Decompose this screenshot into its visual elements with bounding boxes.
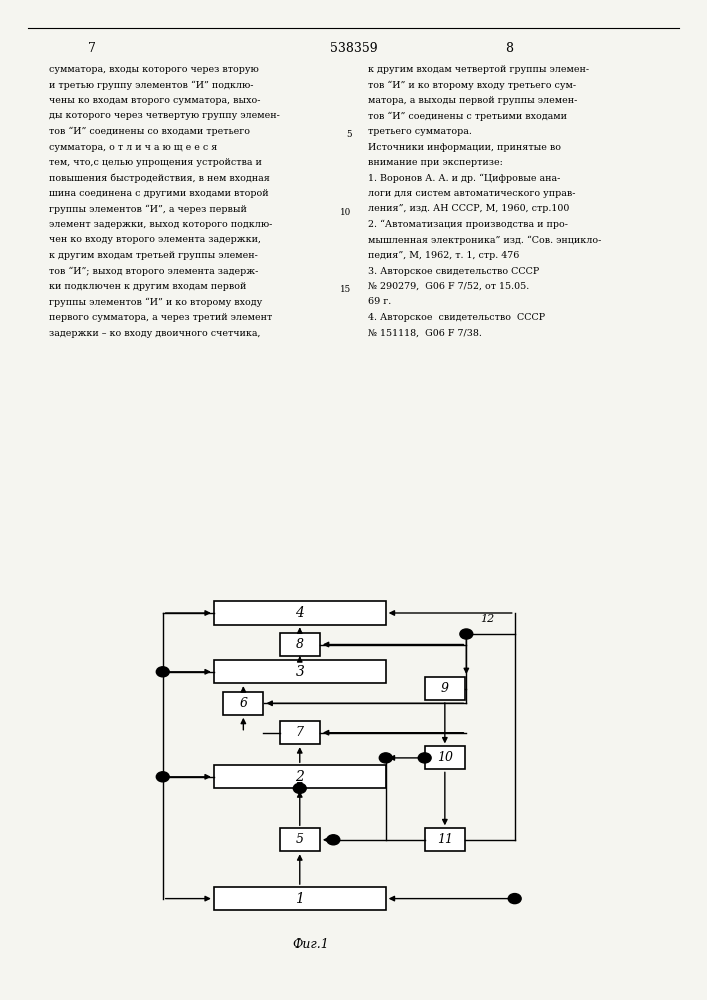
Text: тов “И” соединены с третьими входами: тов “И” соединены с третьими входами xyxy=(368,111,566,121)
Bar xyxy=(223,692,264,715)
Text: 5: 5 xyxy=(346,130,351,139)
Text: к другим входам третьей группы элемен-: к другим входам третьей группы элемен- xyxy=(49,251,258,260)
Circle shape xyxy=(379,753,392,763)
Bar xyxy=(280,721,320,744)
Text: группы элементов “И”, а через первый: группы элементов “И”, а через первый xyxy=(49,204,247,214)
Bar xyxy=(214,765,386,788)
Text: первого сумматора, а через третий элемент: первого сумматора, а через третий элемен… xyxy=(49,313,273,322)
Text: 11: 11 xyxy=(437,833,453,846)
Text: 10: 10 xyxy=(437,751,453,764)
Text: 7: 7 xyxy=(296,726,304,739)
Text: чен ко входу второго элемента задержки,: чен ко входу второго элемента задержки, xyxy=(49,235,262,244)
Bar xyxy=(425,746,465,769)
Text: 9: 9 xyxy=(441,682,449,695)
Text: 5: 5 xyxy=(296,833,304,846)
Circle shape xyxy=(327,835,340,845)
Text: тем, что,с целью упрощения устройства и: тем, что,с целью упрощения устройства и xyxy=(49,158,262,167)
Text: 15: 15 xyxy=(340,285,351,294)
Circle shape xyxy=(460,629,473,639)
Text: Источники информации, принятые во: Источники информации, принятые во xyxy=(368,142,561,151)
Text: 6: 6 xyxy=(240,697,247,710)
Text: 3. Авторское свидетельство СССР: 3. Авторское свидетельство СССР xyxy=(368,266,539,275)
Text: № 290279,  G06 F 7/52, от 15.05.: № 290279, G06 F 7/52, от 15.05. xyxy=(368,282,529,291)
Text: тов “И” и ко второму входу третьего сум-: тов “И” и ко второму входу третьего сум- xyxy=(368,80,575,90)
Text: № 151118,  G06 F 7/38.: № 151118, G06 F 7/38. xyxy=(368,328,481,338)
Circle shape xyxy=(293,783,306,793)
Text: 7: 7 xyxy=(88,42,96,55)
Text: матора, а выходы первой группы элемен-: матора, а выходы первой группы элемен- xyxy=(368,96,577,105)
Text: внимание при экспертизе:: внимание при экспертизе: xyxy=(368,158,503,167)
Text: 1. Воронов А. А. и др. “Цифровые ана-: 1. Воронов А. А. и др. “Цифровые ана- xyxy=(368,174,560,183)
Text: 8: 8 xyxy=(296,638,304,651)
Text: к другим входам четвертой группы элемен-: к другим входам четвертой группы элемен- xyxy=(368,65,589,74)
Bar xyxy=(214,601,386,625)
Circle shape xyxy=(156,667,169,677)
Bar xyxy=(280,633,320,656)
Text: мышленная электроника” изд. “Сов. энцикло-: мышленная электроника” изд. “Сов. энцикл… xyxy=(368,235,601,245)
Text: чены ко входам второго сумматора, выхо-: чены ко входам второго сумматора, выхо- xyxy=(49,96,261,105)
Text: педия”, М, 1962, т. 1, стр. 476: педия”, М, 1962, т. 1, стр. 476 xyxy=(368,251,519,260)
Text: 4: 4 xyxy=(296,606,304,620)
Text: ления”, изд. АН СССР, М, 1960, стр.100: ления”, изд. АН СССР, М, 1960, стр.100 xyxy=(368,204,569,213)
Bar xyxy=(280,828,320,851)
Text: 4. Авторское  свидетельство  СССР: 4. Авторское свидетельство СССР xyxy=(368,313,545,322)
Text: и третью группу элементов “И” подклю-: и третью группу элементов “И” подклю- xyxy=(49,80,254,90)
Text: 2: 2 xyxy=(296,770,304,784)
Circle shape xyxy=(419,753,431,763)
Text: 8: 8 xyxy=(505,42,513,55)
Text: задержки – ко входу двоичного счетчика,: задержки – ко входу двоичного счетчика, xyxy=(49,328,261,338)
Text: элемент задержки, выход которого подклю-: элемент задержки, выход которого подклю- xyxy=(49,220,273,229)
Text: 538359: 538359 xyxy=(329,42,378,55)
Bar xyxy=(214,887,386,910)
Text: 10: 10 xyxy=(340,208,351,217)
Text: тов “И” соединены со входами третьего: тов “И” соединены со входами третьего xyxy=(49,127,250,136)
Text: ды которого через четвертую группу элемен-: ды которого через четвертую группу элеме… xyxy=(49,111,281,120)
Text: 69 г.: 69 г. xyxy=(368,297,391,306)
Text: ки подключен к другим входам первой: ки подключен к другим входам первой xyxy=(49,282,247,291)
Text: 12: 12 xyxy=(480,613,494,624)
Circle shape xyxy=(156,772,169,782)
Bar xyxy=(425,828,465,851)
Text: сумматора, о т л и ч а ю щ е е с я: сумматора, о т л и ч а ю щ е е с я xyxy=(49,142,218,151)
Circle shape xyxy=(508,894,521,904)
Bar xyxy=(214,660,386,683)
Text: повышения быстродействия, в нем входная: повышения быстродействия, в нем входная xyxy=(49,174,270,183)
Bar xyxy=(425,677,465,700)
Text: группы элементов “И” и ко второму входу: группы элементов “И” и ко второму входу xyxy=(49,297,263,307)
Text: сумматора, входы которого через вторую: сумматора, входы которого через вторую xyxy=(49,65,259,74)
Text: Фиг.1: Фиг.1 xyxy=(292,938,329,951)
Text: логи для систем автоматического управ-: логи для систем автоматического управ- xyxy=(368,189,575,198)
Text: третьего сумматора.: третьего сумматора. xyxy=(368,127,472,136)
Text: 1: 1 xyxy=(296,892,304,906)
Text: 3: 3 xyxy=(296,665,304,679)
Text: шина соединена с другими входами второй: шина соединена с другими входами второй xyxy=(49,189,269,198)
Text: 2. “Автоматизация производства и про-: 2. “Автоматизация производства и про- xyxy=(368,220,568,229)
Text: тов “И”; выход второго элемента задерж-: тов “И”; выход второго элемента задерж- xyxy=(49,266,259,276)
